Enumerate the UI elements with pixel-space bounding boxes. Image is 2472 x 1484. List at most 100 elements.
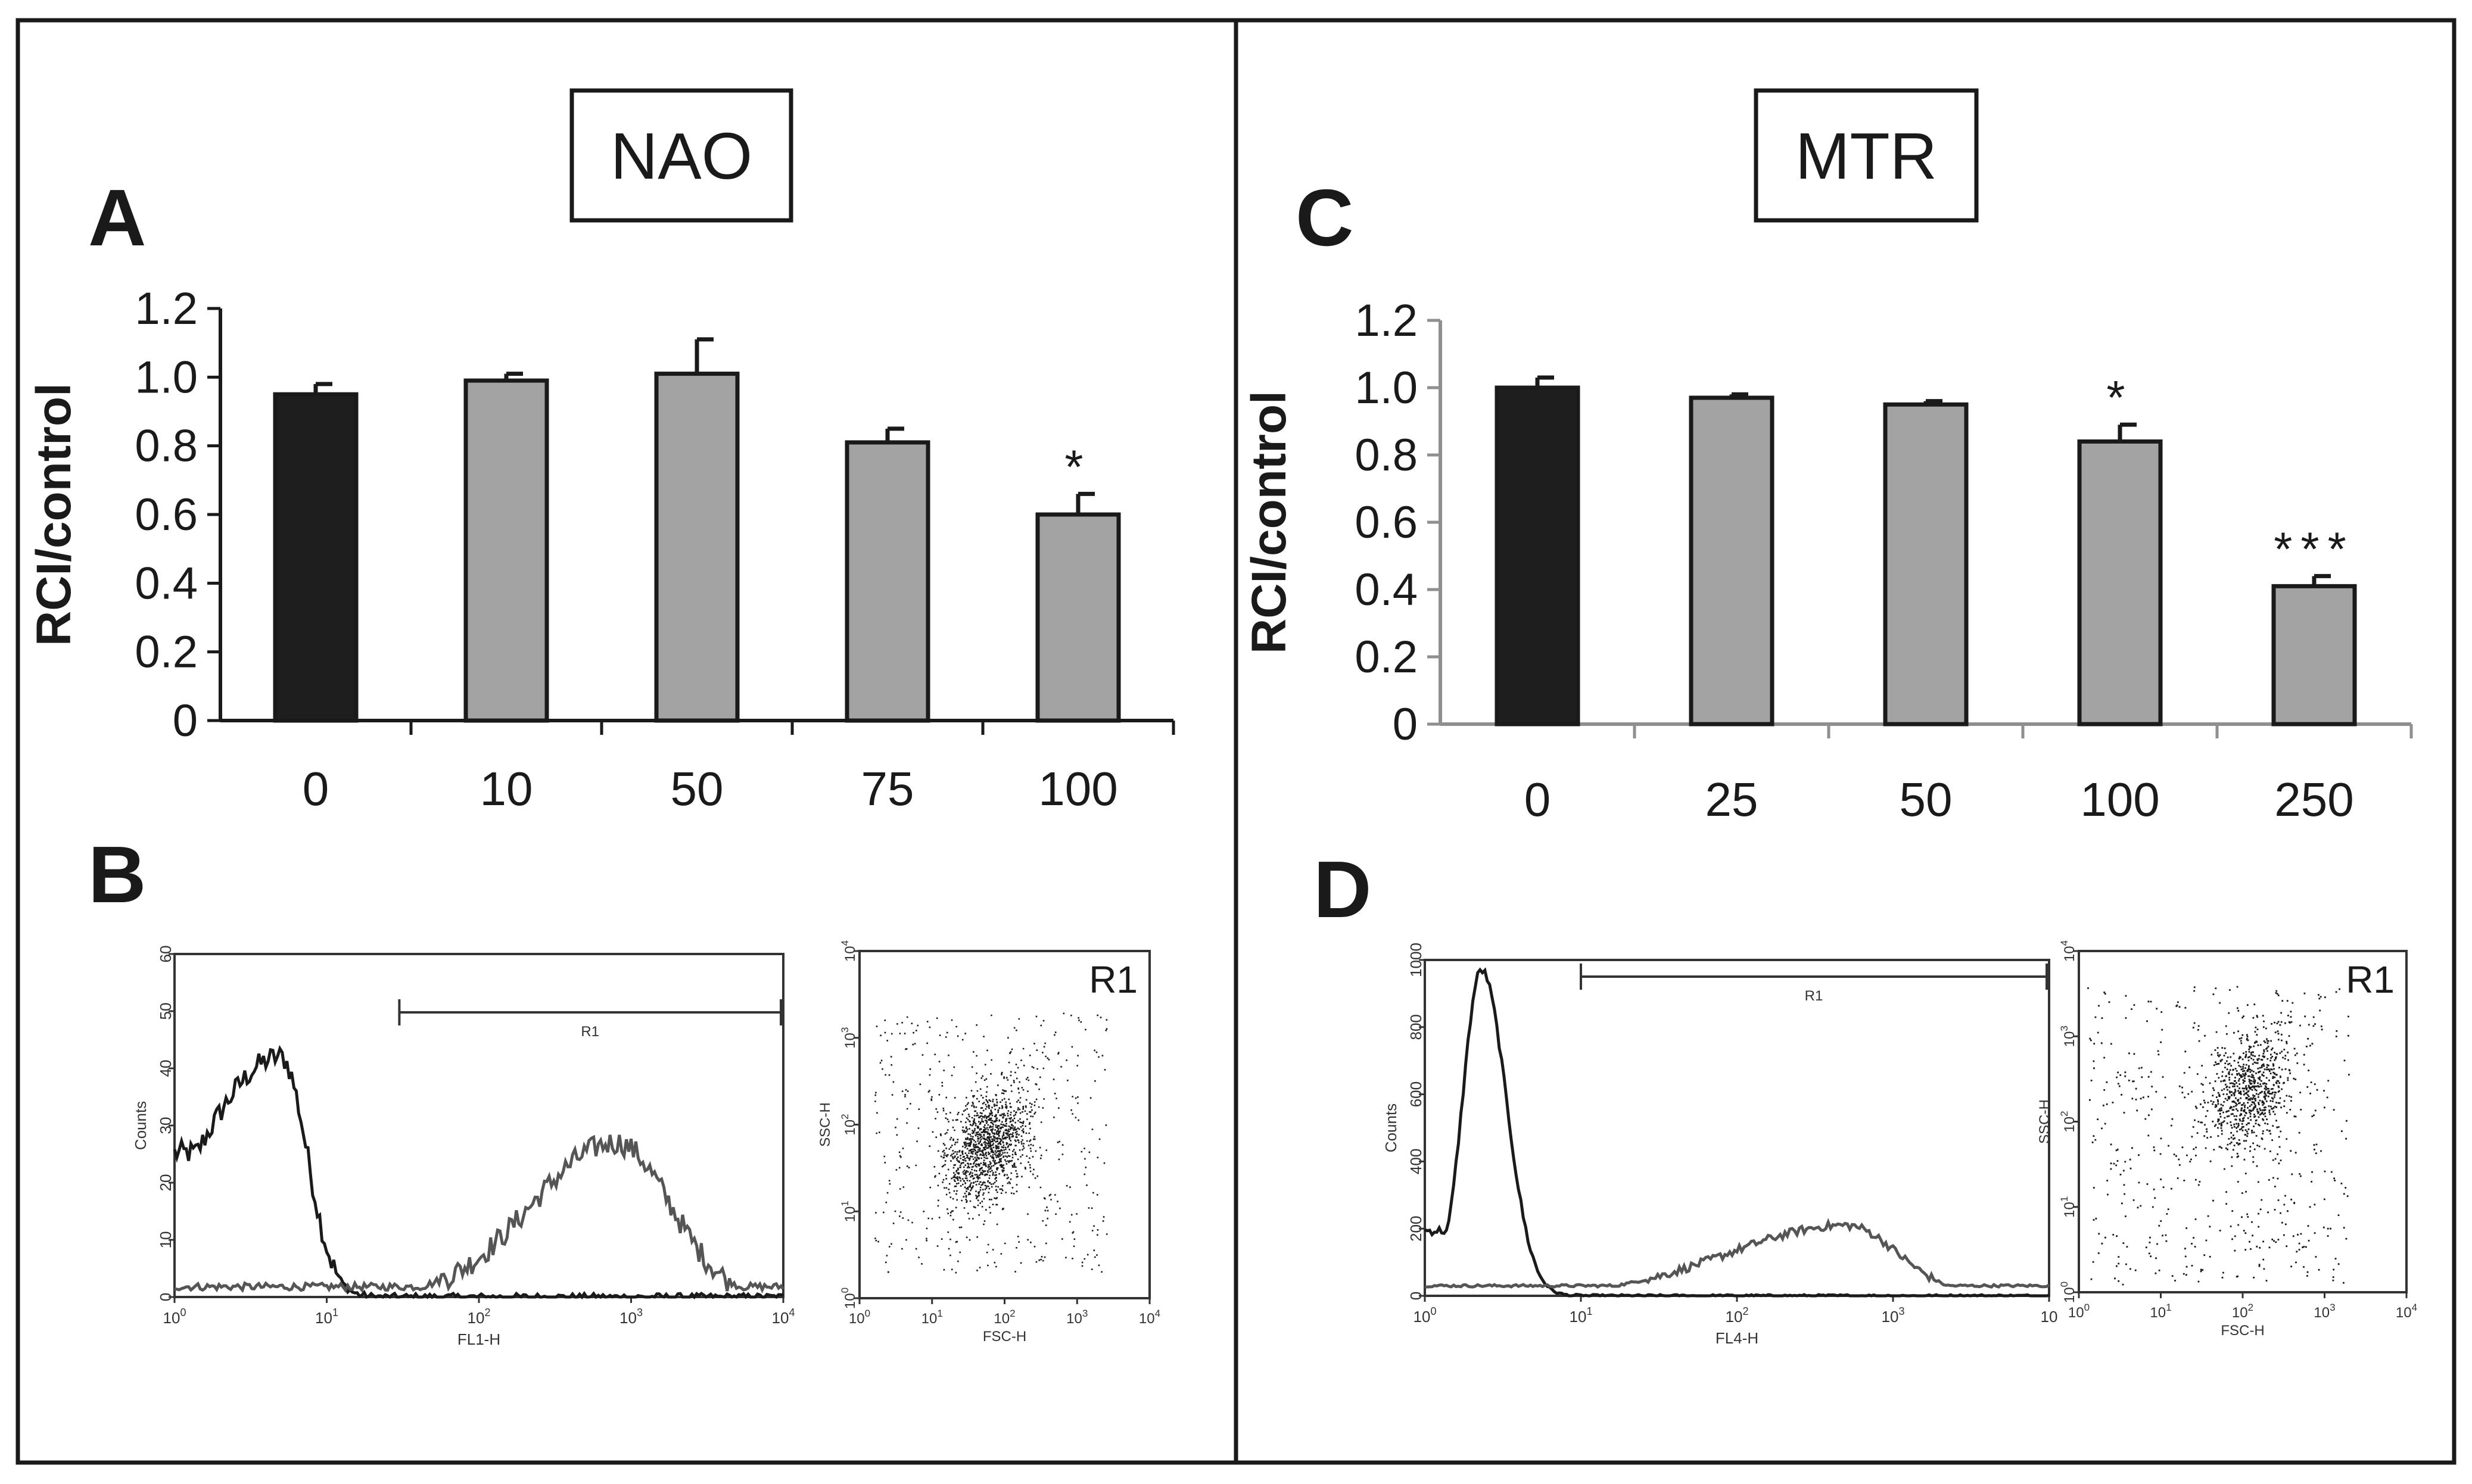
y-tick-label: 0: [173, 696, 198, 746]
x-tick-label: 75: [861, 762, 914, 815]
dotplot-mtr: 100 101 102 103 104 FSC-H 100 101 102 103 104 SSC-H…: [2037, 940, 2417, 1339]
y-tick-label: 0: [1393, 699, 1418, 750]
bar: [1035, 512, 1121, 723]
y-axis-label: RCI/control: [1242, 391, 1296, 654]
y-tick-label: 0: [1407, 1292, 1425, 1300]
y-axis-label: SSC-H: [817, 1102, 833, 1147]
x-tick-label: 104: [772, 1307, 795, 1327]
bar: [1689, 395, 1774, 727]
bar: [273, 392, 359, 723]
bar: [2271, 584, 2357, 727]
y-tick-label: 0.6: [1355, 497, 1418, 548]
y-tick-label: 102: [839, 1114, 858, 1135]
y-tick-label: 0.8: [1355, 430, 1418, 481]
y-tick-label: 0.4: [135, 558, 198, 609]
y-tick-label: 20: [157, 1174, 175, 1192]
y-axis-label: RCI/control: [27, 383, 81, 646]
x-axis-label: FSC-H: [983, 1329, 1026, 1345]
dye-box-mtr: [1754, 88, 1979, 223]
significance-marker: *: [1064, 440, 1091, 493]
bar-chart-mtr: RCI/control 0 0.2 0.4 0.6 0.8 1.0 1.2 0 25 50 100 * 2…: [1242, 295, 2413, 826]
x-tick-label: 100: [2068, 1302, 2090, 1321]
gate-label: R1: [581, 1024, 599, 1040]
x-tick-label: 103: [1066, 1308, 1088, 1327]
scatter-events: [2087, 986, 2350, 1286]
panel-letter-b: B: [88, 830, 147, 919]
x-tick-label: 103: [619, 1307, 643, 1327]
y-tick-label: 104: [839, 940, 858, 962]
panel-letter-c: C: [1296, 173, 1354, 263]
y-axis-label: Counts: [1382, 1103, 1400, 1152]
x-tick-label: 101: [1570, 1305, 1593, 1326]
bar: [845, 440, 930, 723]
y-tick-label: 30: [157, 1117, 175, 1134]
x-tick-label: 0: [303, 762, 329, 815]
x-tick-label: 100: [163, 1307, 186, 1327]
x-tick-label: 100: [1414, 1305, 1437, 1326]
x-tick-label: 102: [468, 1307, 491, 1327]
dye-label-mtr: MTR: [1795, 120, 1937, 193]
y-tick-label: 600: [1407, 1081, 1425, 1107]
x-tick-label: 104: [2396, 1302, 2417, 1321]
bar: [1495, 385, 1580, 727]
gate-label: R1: [1805, 988, 1823, 1004]
y-tick-label: 103: [2059, 1025, 2078, 1047]
y-tick-label: 0.2: [1355, 632, 1418, 682]
x-tick-label: 101: [2150, 1302, 2171, 1321]
x-tick-label: 104: [1139, 1308, 1160, 1327]
x-tick-label: 50: [671, 762, 724, 815]
y-tick-label: 103: [839, 1027, 858, 1049]
x-tick-label: 50: [1900, 773, 1953, 826]
significance-marker: *: [2106, 371, 2133, 424]
histogram-curve-stained: [1424, 1218, 2050, 1289]
histogram-curve-unstained: [173, 1045, 784, 1300]
panel-letter-a: A: [88, 173, 147, 263]
x-axis-label: FL4-H: [1716, 1329, 1758, 1347]
y-tick-label: 0.8: [135, 421, 198, 472]
x-tick-label: 103: [2314, 1302, 2335, 1321]
dotplot-nao: 100 101 102 103 104 FSC-H 100 101 102 103 104 SSC-H…: [817, 940, 1160, 1345]
y-axis-label: SSC-H: [2037, 1099, 2053, 1144]
x-tick-label: 100: [849, 1308, 870, 1327]
y-tick-label: 100: [2059, 1282, 2078, 1303]
bar: [463, 378, 549, 723]
y-tick-label: 104: [2059, 940, 2078, 962]
x-tick-label: 101: [315, 1307, 338, 1327]
significance-marker: ***: [2274, 522, 2354, 575]
gate-label: R1: [2346, 958, 2395, 1001]
y-tick-label: 101: [2059, 1196, 2078, 1218]
y-tick-label: 0: [157, 1293, 175, 1301]
y-tick-label: 50: [157, 1003, 175, 1020]
y-tick-label: 10: [157, 1232, 175, 1249]
x-tick-label: 25: [1705, 773, 1758, 826]
histogram-curve-unstained: [1424, 967, 2050, 1298]
y-tick-label: 60: [157, 946, 175, 963]
x-axis-label: FSC-H: [2221, 1323, 2264, 1339]
histogram-curve-stained: [174, 1134, 784, 1294]
y-tick-label: 0.6: [135, 490, 198, 540]
dye-box-nao: [569, 88, 793, 223]
x-tick-label: 100: [2080, 773, 2159, 826]
bar: [654, 372, 740, 723]
y-tick-label: 0.2: [135, 627, 198, 678]
y-tick-label: 1.2: [135, 283, 198, 334]
scatter-events: [874, 1012, 1108, 1274]
x-tick-label: 250: [2274, 773, 2353, 826]
x-tick-label: 102: [2232, 1302, 2253, 1321]
y-tick-label: 40: [157, 1060, 175, 1077]
plot-frame: [1424, 959, 2050, 1297]
y-tick-label: 100: [839, 1287, 858, 1309]
y-tick-label: 102: [2059, 1111, 2078, 1132]
y-tick-label: 400: [1407, 1149, 1425, 1174]
y-tick-label: 1000: [1407, 943, 1425, 977]
histogram-nao: 0 10 20 30 40 50 60 Counts 100 101 102 103 104 FL1-H R…: [132, 946, 795, 1348]
y-tick-label: 1.0: [135, 352, 198, 403]
x-tick-label: 101: [921, 1308, 943, 1327]
panel-letter-d: D: [1313, 844, 1372, 934]
x-tick-label: 10: [480, 762, 533, 815]
histogram-mtr: 0 200 400 600 800 1000 Counts 100 101 102 103 10 FL4…: [1382, 943, 2057, 1347]
x-axis-label: FL1-H: [457, 1330, 500, 1348]
x-tick-label: 100: [1038, 762, 1117, 815]
y-tick-label: 1.2: [1355, 295, 1418, 346]
